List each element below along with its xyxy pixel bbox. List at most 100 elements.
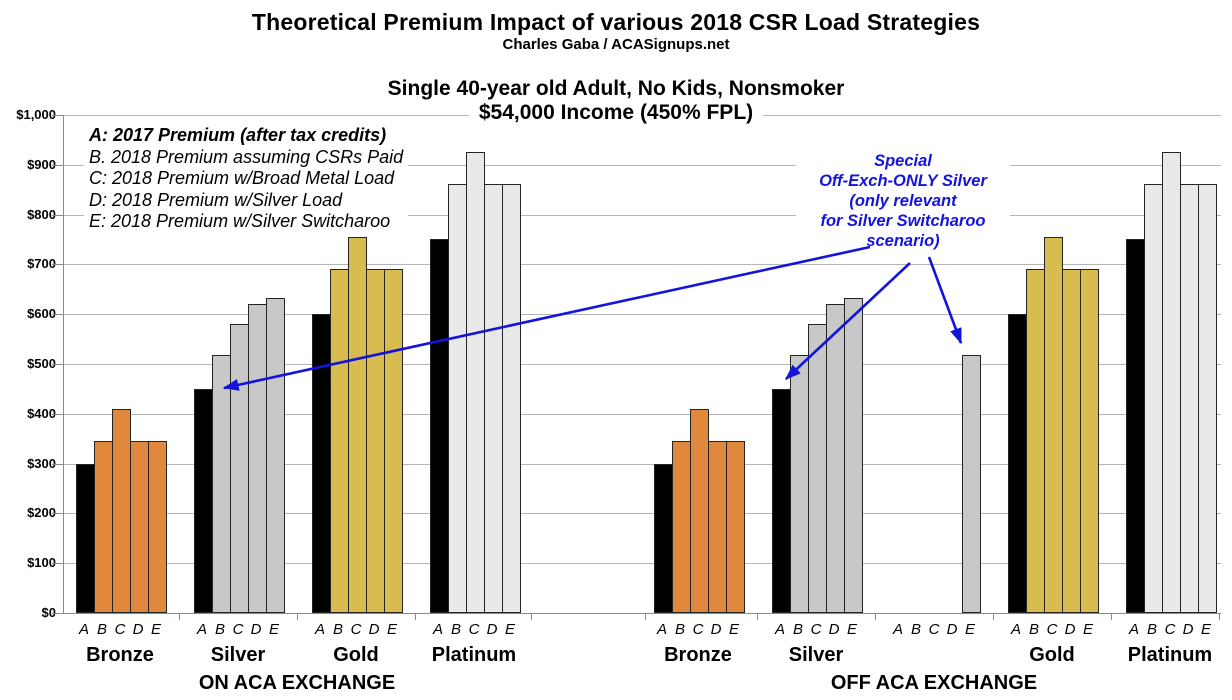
bar-Bronze-D bbox=[130, 441, 149, 613]
y-axis-label: $800 bbox=[27, 207, 56, 222]
page-title: Theoretical Premium Impact of various 20… bbox=[251, 9, 981, 35]
bar-letter-E: E bbox=[150, 621, 161, 638]
bar-Gold-C bbox=[348, 237, 367, 613]
bar-Platinum-A bbox=[1126, 239, 1145, 613]
bar-Gold-E bbox=[1080, 269, 1099, 613]
section-label-1: OFF ACA EXCHANGE bbox=[830, 672, 1038, 694]
x-axis-tick bbox=[993, 614, 994, 620]
bar-letter-C: C bbox=[928, 621, 940, 638]
y-axis-label: $300 bbox=[27, 456, 56, 471]
bar-letter-A: A bbox=[314, 621, 325, 638]
bar-letter-A: A bbox=[1010, 621, 1021, 638]
bar-letter-D: D bbox=[710, 621, 722, 638]
gridline-800 bbox=[64, 215, 1221, 216]
legend-item-A: A: 2017 Premium (after tax credits) bbox=[89, 125, 387, 145]
gridline-100 bbox=[64, 563, 1221, 564]
bar-Platinum-C bbox=[1162, 152, 1181, 613]
bar-Bronze-E bbox=[148, 441, 167, 613]
x-axis-tick bbox=[757, 614, 758, 620]
bar-letter-E: E bbox=[268, 621, 279, 638]
annotation-line: Special bbox=[874, 152, 932, 170]
group-label-bronze: Bronze bbox=[664, 644, 732, 666]
bar-letter-C: C bbox=[114, 621, 126, 638]
bar-Platinum-E bbox=[502, 184, 521, 613]
bar-letter-E: E bbox=[1082, 621, 1093, 638]
gridline-300 bbox=[64, 464, 1221, 465]
x-axis-tick bbox=[179, 614, 180, 620]
x-axis-tick bbox=[645, 614, 646, 620]
bar-letter-D: D bbox=[1064, 621, 1076, 638]
bar-letter-D: D bbox=[368, 621, 380, 638]
bar-Gold-A bbox=[1008, 314, 1027, 613]
bar-letter-B: B bbox=[1028, 621, 1039, 638]
y-axis-tick bbox=[52, 364, 63, 365]
bar-letter-B: B bbox=[674, 621, 685, 638]
y-axis-tick bbox=[52, 464, 63, 465]
bar-Silver-C bbox=[230, 324, 249, 613]
y-axis-tick bbox=[52, 115, 63, 116]
bar-special-E bbox=[962, 355, 981, 613]
y-axis-label: $900 bbox=[27, 157, 56, 172]
bar-Platinum-B bbox=[448, 184, 467, 613]
bar-letter-D: D bbox=[1182, 621, 1194, 638]
y-axis-tick bbox=[52, 563, 63, 564]
annotation-line: (only relevant bbox=[849, 192, 957, 210]
bar-Platinum-D bbox=[484, 184, 503, 613]
y-axis-label: $500 bbox=[27, 356, 56, 371]
bar-Silver-D bbox=[248, 304, 267, 613]
gridline-900 bbox=[64, 165, 1221, 166]
bar-letter-A: A bbox=[656, 621, 667, 638]
credit-line: Charles Gaba / ACASignups.net bbox=[502, 36, 730, 53]
bar-Gold-D bbox=[366, 269, 385, 613]
y-axis-label: $100 bbox=[27, 555, 56, 570]
bar-Platinum-E bbox=[1198, 184, 1217, 613]
bar-Platinum-C bbox=[466, 152, 485, 613]
bar-letter-E: E bbox=[1200, 621, 1211, 638]
bar-Bronze-C bbox=[690, 409, 709, 613]
bar-letter-B: B bbox=[450, 621, 461, 638]
group-label-silver: Silver bbox=[788, 644, 844, 666]
bar-Bronze-B bbox=[94, 441, 113, 613]
y-axis-tick bbox=[52, 414, 63, 415]
bar-letter-A: A bbox=[1128, 621, 1139, 638]
y-axis-label: $1,000 bbox=[16, 107, 56, 122]
bar-Bronze-E bbox=[726, 441, 745, 613]
bar-letter-D: D bbox=[132, 621, 144, 638]
bar-letter-B: B bbox=[910, 621, 921, 638]
bar-letter-B: B bbox=[792, 621, 803, 638]
bar-letter-D: D bbox=[828, 621, 840, 638]
y-axis-label: $600 bbox=[27, 306, 56, 321]
bar-Gold-E bbox=[384, 269, 403, 613]
bar-Bronze-D bbox=[708, 441, 727, 613]
bar-letter-E: E bbox=[846, 621, 857, 638]
bar-letter-B: B bbox=[332, 621, 343, 638]
chart-title-line2: $54,000 Income (450% FPL) bbox=[0, 101, 1232, 125]
bar-Gold-C bbox=[1044, 237, 1063, 613]
bar-Bronze-A bbox=[76, 464, 95, 613]
x-axis-tick bbox=[297, 614, 298, 620]
bar-Silver-D bbox=[826, 304, 845, 613]
chart-title-line1: Single 40-year old Adult, No Kids, Nonsm… bbox=[387, 77, 845, 100]
group-label-bronze: Bronze bbox=[86, 644, 154, 666]
x-axis-tick bbox=[531, 614, 532, 620]
bar-Platinum-D bbox=[1180, 184, 1199, 613]
bar-Silver-A bbox=[194, 389, 213, 613]
bar-letter-E: E bbox=[504, 621, 515, 638]
section-label-0: ON ACA EXCHANGE bbox=[198, 672, 396, 694]
bar-letter-B: B bbox=[96, 621, 107, 638]
bar-letter-C: C bbox=[468, 621, 480, 638]
group-label-gold: Gold bbox=[1029, 644, 1075, 666]
bar-letter-B: B bbox=[214, 621, 225, 638]
annotation-special-silver: Special Off-Exch-ONLY Silver (only relevan… bbox=[796, 151, 1010, 251]
legend: A: 2017 Premium (after tax credits) B. 20… bbox=[84, 124, 409, 234]
gridline-400 bbox=[64, 414, 1221, 415]
bar-Silver-E bbox=[266, 298, 285, 613]
bar-letter-A: A bbox=[774, 621, 785, 638]
bar-letter-A: A bbox=[432, 621, 443, 638]
bar-letter-C: C bbox=[1164, 621, 1176, 638]
group-label-gold: Gold bbox=[333, 644, 379, 666]
y-axis-tick bbox=[52, 165, 63, 166]
legend-item-D: D: 2018 Premium w/Silver Load bbox=[89, 189, 343, 210]
y-axis-label: $700 bbox=[27, 256, 56, 271]
